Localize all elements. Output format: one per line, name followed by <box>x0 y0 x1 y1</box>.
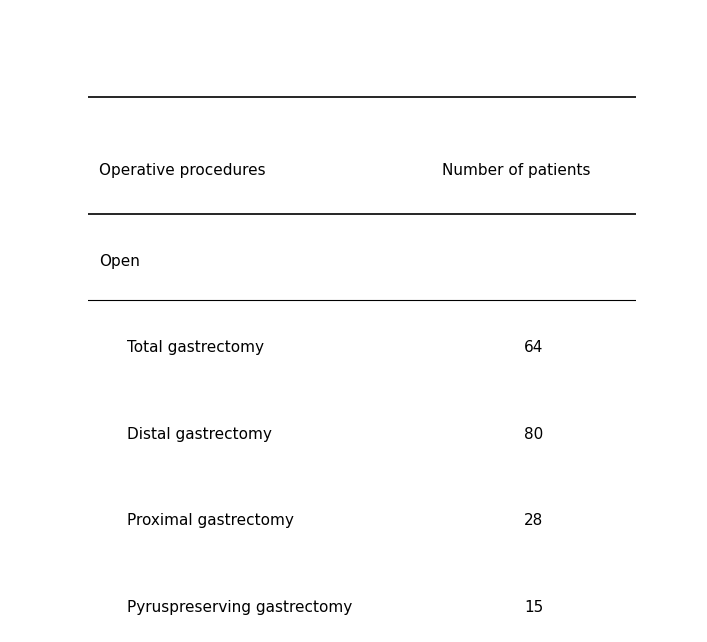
Text: Number of patients: Number of patients <box>441 163 590 178</box>
Text: Operative procedures: Operative procedures <box>99 163 266 178</box>
Text: 28: 28 <box>524 513 543 528</box>
Text: 64: 64 <box>524 340 543 355</box>
Text: Open: Open <box>99 254 140 269</box>
Text: Total gastrectomy: Total gastrectomy <box>127 340 264 355</box>
Text: Pyruspreserving gastrectomy: Pyruspreserving gastrectomy <box>127 600 352 615</box>
Text: 80: 80 <box>524 427 543 442</box>
Text: Distal gastrectomy: Distal gastrectomy <box>127 427 271 442</box>
Text: Proximal gastrectomy: Proximal gastrectomy <box>127 513 293 528</box>
Text: 15: 15 <box>524 600 543 615</box>
